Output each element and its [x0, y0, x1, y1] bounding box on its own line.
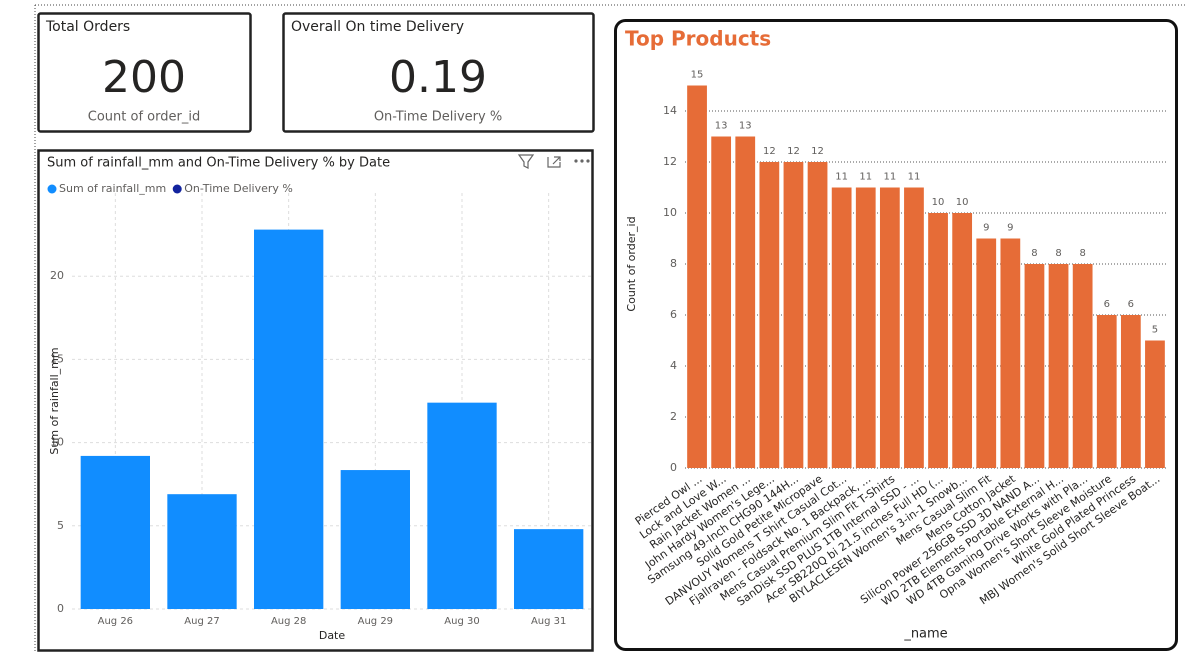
y-tick-label: 0	[670, 461, 677, 474]
bar	[1096, 315, 1117, 468]
x-tick-label: Aug 28	[271, 616, 306, 627]
bar	[687, 85, 707, 468]
bar	[254, 229, 324, 609]
data-label: 6	[1104, 299, 1110, 310]
bar	[1048, 264, 1069, 468]
x-tick-label: Aug 26	[98, 616, 133, 627]
more-icon[interactable]	[580, 159, 584, 163]
x-axis-label: Date	[319, 629, 346, 642]
chart-title: Sum of rainfall_mm and On-Time Delivery …	[47, 156, 390, 171]
y-tick-label: 14	[663, 104, 677, 117]
bar	[427, 402, 497, 609]
y-tick-label: 15	[50, 352, 64, 365]
bar	[1024, 264, 1045, 468]
data-label: 13	[715, 121, 728, 132]
card-value: 200	[102, 52, 186, 103]
focus-icon[interactable]	[547, 156, 561, 168]
bar	[1145, 340, 1165, 468]
bar	[928, 213, 948, 468]
filter-icon[interactable]	[517, 154, 535, 169]
legend-label: On-Time Delivery %	[184, 182, 293, 195]
y-tick-label: 6	[670, 308, 677, 321]
bar	[514, 529, 584, 609]
data-label: 6	[1128, 299, 1134, 310]
chart-title: Top Products	[625, 27, 771, 51]
bar	[167, 494, 237, 609]
bar	[340, 470, 410, 609]
card-frame	[282, 12, 595, 133]
data-label: 10	[956, 197, 969, 208]
bar	[807, 162, 828, 468]
card-title: Overall On time Delivery	[291, 19, 464, 35]
x-tick-label: Aug 27	[184, 616, 219, 627]
data-label: 8	[1079, 248, 1085, 259]
y-tick-label: 10	[50, 436, 64, 449]
card-frame	[37, 12, 252, 133]
legend-label: Sum of rainfall_mm	[59, 182, 166, 195]
y-tick-label: 0	[57, 602, 64, 615]
y-tick-label: 5	[57, 519, 64, 532]
y-tick-label: 2	[670, 410, 677, 423]
y-tick-label: 8	[670, 257, 677, 270]
y-tick-label: 12	[663, 155, 677, 168]
y-tick-label: 10	[663, 206, 677, 219]
card-label: On-Time Delivery %	[374, 110, 502, 125]
bar	[1120, 315, 1141, 468]
y-axis-label: Count of order_id	[625, 216, 638, 311]
bar	[855, 187, 876, 468]
bar	[711, 136, 732, 468]
y-tick-label: 4	[670, 359, 677, 372]
data-label: 12	[787, 146, 800, 157]
bar	[783, 162, 804, 468]
x-tick-label: Aug 29	[358, 616, 393, 627]
legend-marker	[172, 184, 182, 194]
bar	[879, 187, 900, 468]
data-label: 11	[908, 172, 921, 183]
data-label: 13	[739, 121, 752, 132]
visual-header-icons[interactable]	[517, 154, 590, 169]
data-label: 8	[1031, 248, 1037, 259]
bar	[952, 213, 973, 468]
y-tick-label: 20	[50, 269, 64, 282]
data-label: 12	[811, 146, 824, 157]
card-value: 0.19	[389, 52, 487, 103]
legend-marker	[47, 184, 57, 194]
data-label: 9	[983, 223, 989, 234]
data-label: 12	[763, 146, 776, 157]
bar	[976, 238, 997, 468]
card-label: Count of order_id	[88, 110, 200, 125]
data-label: 8	[1055, 248, 1061, 259]
data-label: 5	[1152, 325, 1158, 336]
x-axis-label: _name	[903, 627, 947, 642]
y-axis-label: Sum of rainfall_mm	[48, 347, 61, 454]
data-label: 11	[883, 172, 896, 183]
bar	[80, 455, 150, 609]
data-label: 15	[691, 70, 704, 81]
data-label: 9	[1007, 223, 1013, 234]
bar	[1072, 264, 1093, 468]
data-label: 11	[835, 172, 848, 183]
bar	[759, 162, 780, 468]
bar	[735, 136, 756, 468]
x-tick-label: Aug 31	[531, 616, 566, 627]
bar	[904, 187, 924, 468]
data-label: 11	[859, 172, 872, 183]
x-tick-label: Aug 30	[444, 616, 479, 627]
more-icon[interactable]	[586, 159, 590, 163]
card-title: Total Orders	[45, 19, 130, 35]
bar	[831, 187, 852, 468]
data-label: 10	[932, 197, 945, 208]
more-icon[interactable]	[574, 159, 578, 163]
bar	[1000, 238, 1021, 468]
